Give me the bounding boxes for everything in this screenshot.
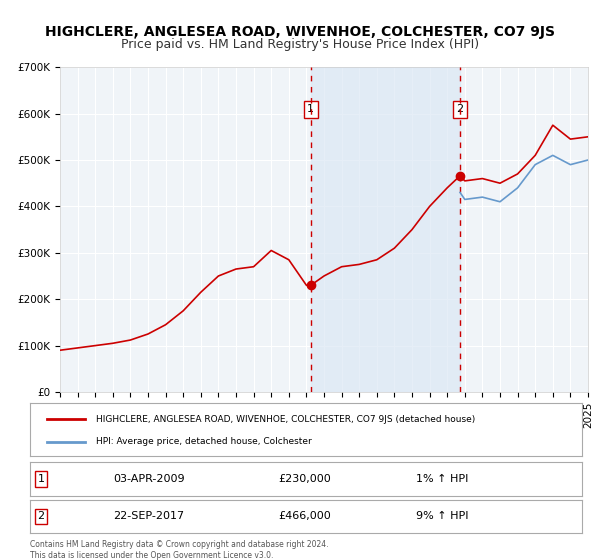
Text: 2: 2 bbox=[37, 511, 44, 521]
Text: 2: 2 bbox=[457, 104, 464, 114]
Text: HIGHCLERE, ANGLESEA ROAD, WIVENHOE, COLCHESTER, CO7 9JS: HIGHCLERE, ANGLESEA ROAD, WIVENHOE, COLC… bbox=[45, 25, 555, 39]
Text: £466,000: £466,000 bbox=[278, 511, 331, 521]
Text: £230,000: £230,000 bbox=[278, 474, 331, 484]
Text: 03-APR-2009: 03-APR-2009 bbox=[113, 474, 184, 484]
Text: HIGHCLERE, ANGLESEA ROAD, WIVENHOE, COLCHESTER, CO7 9JS (detached house): HIGHCLERE, ANGLESEA ROAD, WIVENHOE, COLC… bbox=[96, 414, 475, 424]
Bar bbox=[311, 67, 460, 392]
Text: Price paid vs. HM Land Registry's House Price Index (HPI): Price paid vs. HM Land Registry's House … bbox=[121, 38, 479, 50]
Text: 1% ↑ HPI: 1% ↑ HPI bbox=[416, 474, 469, 484]
Text: 1: 1 bbox=[38, 474, 44, 484]
Text: 22-SEP-2017: 22-SEP-2017 bbox=[113, 511, 184, 521]
Text: 9% ↑ HPI: 9% ↑ HPI bbox=[416, 511, 469, 521]
Text: HPI: Average price, detached house, Colchester: HPI: Average price, detached house, Colc… bbox=[96, 437, 312, 446]
Text: Contains HM Land Registry data © Crown copyright and database right 2024.
This d: Contains HM Land Registry data © Crown c… bbox=[30, 540, 329, 560]
Text: 1: 1 bbox=[307, 104, 314, 114]
